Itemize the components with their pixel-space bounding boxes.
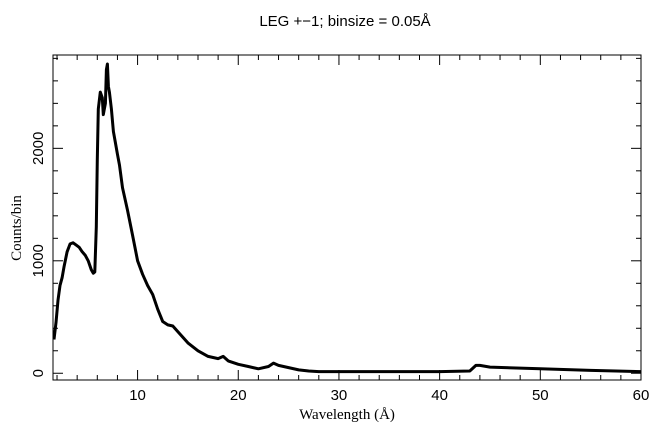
y-tick-label: 2000 <box>30 132 47 165</box>
x-tick-label: 60 <box>633 387 650 404</box>
y-axis-label: Counts/bin <box>9 195 25 261</box>
series-layer <box>52 62 642 374</box>
plot-frame <box>52 54 642 381</box>
y-tick-label: 1000 <box>30 244 47 277</box>
plot-border <box>52 54 642 381</box>
x-tick-label: 10 <box>129 387 146 404</box>
x-tick-label: 30 <box>331 387 348 404</box>
x-tick-label: 20 <box>230 387 247 404</box>
x-tick-label: 50 <box>532 387 549 404</box>
chart-title: LEG +−1; binsize = 0.05Å <box>259 13 430 30</box>
y-axis: 0 1000 2000 <box>30 57 641 377</box>
x-tick-label: 40 <box>431 387 448 404</box>
y-tick-label: 0 <box>30 369 47 377</box>
x-axis-label: Wavelength (Å) <box>299 407 395 423</box>
series-line-0 <box>52 62 642 374</box>
x-axis: 10 20 30 40 50 60 <box>56 55 650 404</box>
